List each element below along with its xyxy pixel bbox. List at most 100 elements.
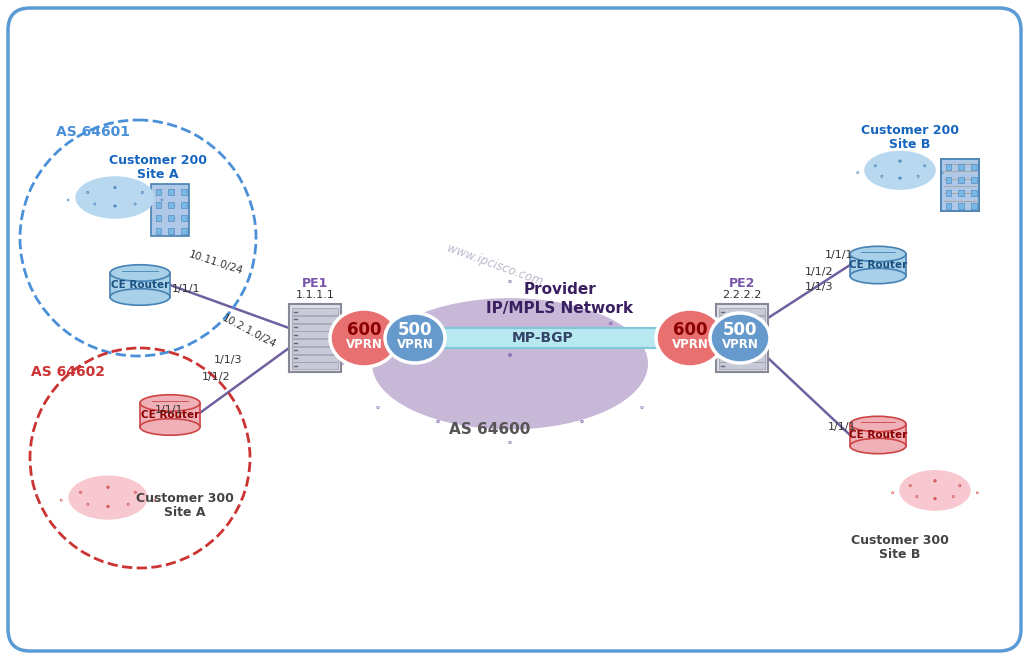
- Ellipse shape: [850, 416, 906, 432]
- Text: VPRN: VPRN: [396, 339, 433, 351]
- Text: AS 64602: AS 64602: [31, 365, 105, 379]
- Bar: [958, 163, 964, 169]
- Bar: [719, 355, 765, 362]
- Ellipse shape: [864, 151, 935, 190]
- Text: Site B: Site B: [880, 548, 921, 561]
- Ellipse shape: [68, 476, 147, 520]
- Text: CE Router: CE Router: [141, 410, 200, 420]
- Text: Customer 300: Customer 300: [136, 492, 234, 505]
- Text: Customer 200: Customer 200: [861, 123, 959, 136]
- Bar: [946, 177, 952, 183]
- Bar: [719, 347, 765, 354]
- Text: 2.2.2.2: 2.2.2.2: [722, 290, 761, 300]
- Bar: [941, 159, 979, 211]
- Text: 1/1/1: 1/1/1: [828, 422, 856, 432]
- Bar: [181, 202, 186, 208]
- Text: PE2: PE2: [729, 277, 755, 290]
- Ellipse shape: [710, 313, 770, 363]
- Ellipse shape: [934, 480, 935, 481]
- Text: 10.11.0/24: 10.11.0/24: [188, 249, 245, 276]
- Bar: [151, 184, 189, 236]
- Text: 500: 500: [722, 321, 757, 339]
- Ellipse shape: [110, 265, 170, 281]
- Text: IP/MPLS Network: IP/MPLS Network: [487, 301, 634, 316]
- Text: PE1: PE1: [301, 277, 328, 290]
- Bar: [292, 316, 338, 323]
- Ellipse shape: [107, 506, 109, 507]
- Bar: [181, 228, 186, 234]
- Bar: [169, 202, 174, 208]
- Bar: [719, 316, 765, 323]
- Text: 1/1/1: 1/1/1: [155, 405, 183, 415]
- Ellipse shape: [850, 246, 906, 262]
- Bar: [946, 190, 952, 196]
- Text: Customer 300: Customer 300: [851, 534, 949, 546]
- Ellipse shape: [850, 268, 906, 284]
- Bar: [850, 424, 906, 446]
- Bar: [946, 163, 952, 169]
- Text: Site A: Site A: [137, 169, 179, 181]
- Ellipse shape: [107, 487, 108, 488]
- Bar: [289, 304, 341, 372]
- Text: 600: 600: [347, 321, 382, 339]
- Ellipse shape: [850, 438, 906, 453]
- Bar: [719, 362, 765, 369]
- Bar: [292, 324, 338, 331]
- Ellipse shape: [934, 498, 935, 499]
- Text: 500: 500: [398, 321, 432, 339]
- Bar: [971, 203, 977, 209]
- Bar: [719, 308, 765, 315]
- Ellipse shape: [110, 289, 170, 305]
- Bar: [155, 228, 162, 234]
- Bar: [946, 203, 952, 209]
- Bar: [155, 202, 162, 208]
- Text: VPRN: VPRN: [721, 339, 758, 351]
- Text: VPRN: VPRN: [672, 339, 708, 351]
- Bar: [719, 324, 765, 331]
- Bar: [958, 190, 964, 196]
- Text: 1/1/3: 1/1/3: [214, 355, 243, 365]
- Bar: [958, 177, 964, 183]
- Text: 1/1/3: 1/1/3: [805, 282, 833, 292]
- Bar: [155, 215, 162, 221]
- Text: MP-BGP: MP-BGP: [512, 331, 574, 345]
- Text: Site A: Site A: [165, 507, 206, 519]
- Text: 1/1/2: 1/1/2: [805, 267, 833, 277]
- Bar: [292, 347, 338, 354]
- Text: CE Router: CE Router: [849, 430, 908, 440]
- Bar: [958, 203, 964, 209]
- Text: 1/1/1: 1/1/1: [825, 250, 853, 260]
- Ellipse shape: [899, 470, 970, 511]
- Bar: [971, 190, 977, 196]
- Bar: [140, 403, 200, 427]
- Bar: [110, 273, 170, 297]
- Bar: [292, 339, 338, 346]
- Bar: [155, 188, 162, 194]
- Bar: [418, 328, 668, 348]
- Bar: [292, 308, 338, 315]
- Bar: [292, 355, 338, 362]
- Bar: [181, 188, 186, 194]
- Bar: [169, 215, 174, 221]
- FancyBboxPatch shape: [8, 8, 1021, 651]
- Text: 600: 600: [673, 321, 707, 339]
- Text: 1.1.1.1: 1.1.1.1: [295, 290, 334, 300]
- Bar: [719, 331, 765, 338]
- Text: Provider: Provider: [524, 283, 597, 297]
- Bar: [941, 159, 979, 211]
- Ellipse shape: [899, 178, 900, 179]
- Bar: [850, 254, 906, 276]
- Bar: [971, 177, 977, 183]
- Text: 10.2.1.0/24: 10.2.1.0/24: [220, 313, 278, 350]
- Bar: [719, 339, 765, 346]
- Ellipse shape: [372, 298, 648, 430]
- Text: 1/1/1: 1/1/1: [172, 284, 201, 294]
- Text: Customer 200: Customer 200: [109, 154, 207, 167]
- Text: AS 64601: AS 64601: [56, 125, 130, 139]
- Text: Site B: Site B: [889, 138, 930, 152]
- Bar: [181, 215, 186, 221]
- Ellipse shape: [509, 355, 510, 356]
- Ellipse shape: [657, 309, 724, 367]
- Ellipse shape: [75, 176, 154, 219]
- Text: CE Router: CE Router: [111, 280, 169, 290]
